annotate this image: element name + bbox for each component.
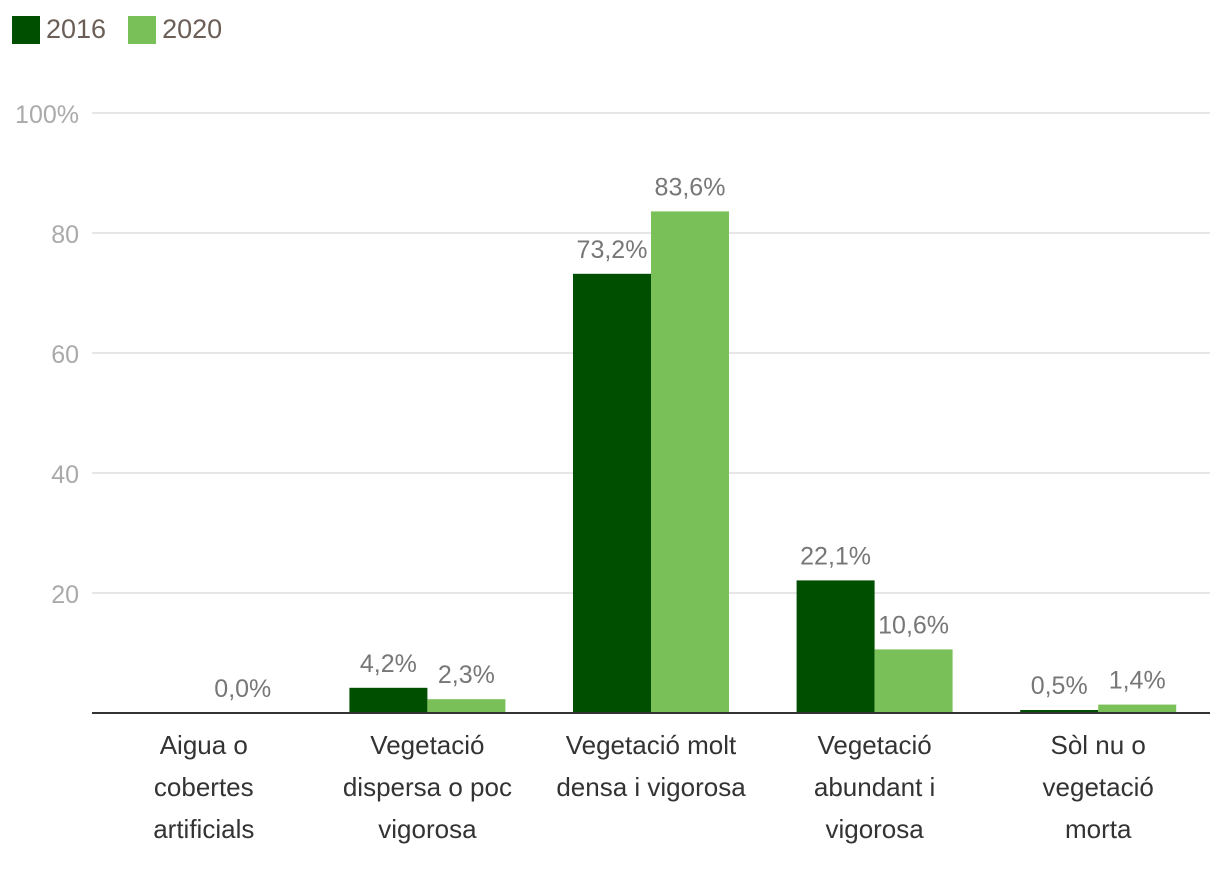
- bar-2020-1: [427, 699, 506, 713]
- x-tick-label-line: Vegetació molt: [566, 730, 737, 760]
- x-tick-label-3: Vegetació abundant i vigorosa: [814, 730, 935, 844]
- x-tick-label-line: Sòl nu o: [1050, 730, 1145, 760]
- data-label-2016-1: 4,2%: [360, 650, 417, 678]
- y-tick-label-20: 20: [51, 581, 79, 609]
- x-tick-label-line: vigorosa: [825, 814, 924, 844]
- x-tick-label-line: densa i vigorosa: [556, 772, 746, 802]
- bar-2016-2: [573, 273, 651, 713]
- x-tick-label-line: dispersa o poc: [343, 772, 512, 802]
- legend-label-2016: 2016: [46, 14, 107, 44]
- y-tick-label-60: 60: [51, 341, 79, 369]
- x-tick-label-2: Vegetació molt densa i vigorosa: [556, 730, 746, 802]
- bar-2016-4: [1020, 710, 1099, 713]
- x-tick-label-1: Vegetació dispersa o poc vigorosa: [343, 730, 512, 844]
- bar-2016-3: [796, 580, 875, 713]
- data-label-2020-1: 2,3%: [438, 661, 495, 689]
- x-tick-label-line: abundant i: [814, 772, 935, 802]
- x-tick-label-line: vegetació: [1043, 772, 1154, 802]
- x-tick-label-line: morta: [1065, 814, 1132, 844]
- x-tick-label-4: Sòl nu o vegetació morta: [1043, 730, 1154, 844]
- x-tick-label-line: artificials: [153, 814, 254, 844]
- bar-2020-2: [651, 211, 729, 713]
- legend-item-2016[interactable]: 2016: [12, 14, 106, 45]
- data-label-2020-0: 0,0%: [214, 675, 271, 703]
- legend-swatch-2016: [12, 15, 40, 44]
- data-label-2020-2: 83,6%: [655, 173, 726, 201]
- data-label-2016-2: 73,2%: [577, 236, 648, 264]
- legend-swatch-2020: [128, 15, 157, 44]
- data-label-2020-3: 10,6%: [878, 611, 949, 639]
- x-tick-label-line: Vegetació: [817, 730, 931, 760]
- bar-2020-3: [874, 649, 953, 713]
- x-tick-label-line: vigorosa: [378, 814, 477, 844]
- data-label-2016-3: 22,1%: [800, 542, 871, 570]
- bar-2020-4: [1098, 704, 1177, 713]
- y-tick-label-80: 80: [51, 221, 79, 249]
- legend-item-2020[interactable]: 2020: [128, 14, 222, 45]
- data-label-2016-4: 0,5%: [1031, 672, 1088, 700]
- x-tick-label-line: Vegetació: [370, 730, 484, 760]
- y-tick-label-40: 40: [51, 461, 79, 489]
- legend-label-2020: 2020: [162, 14, 223, 44]
- bar-2016-1: [349, 687, 428, 713]
- x-tick-label-line: cobertes: [154, 772, 254, 802]
- legend: 2016 2020: [12, 14, 244, 45]
- y-tick-label-100: 100%: [15, 101, 79, 129]
- data-label-2020-4: 1,4%: [1109, 667, 1166, 695]
- x-tick-label-0: Aigua o cobertes artificials: [153, 730, 254, 844]
- x-tick-label-line: Aigua o: [160, 730, 248, 760]
